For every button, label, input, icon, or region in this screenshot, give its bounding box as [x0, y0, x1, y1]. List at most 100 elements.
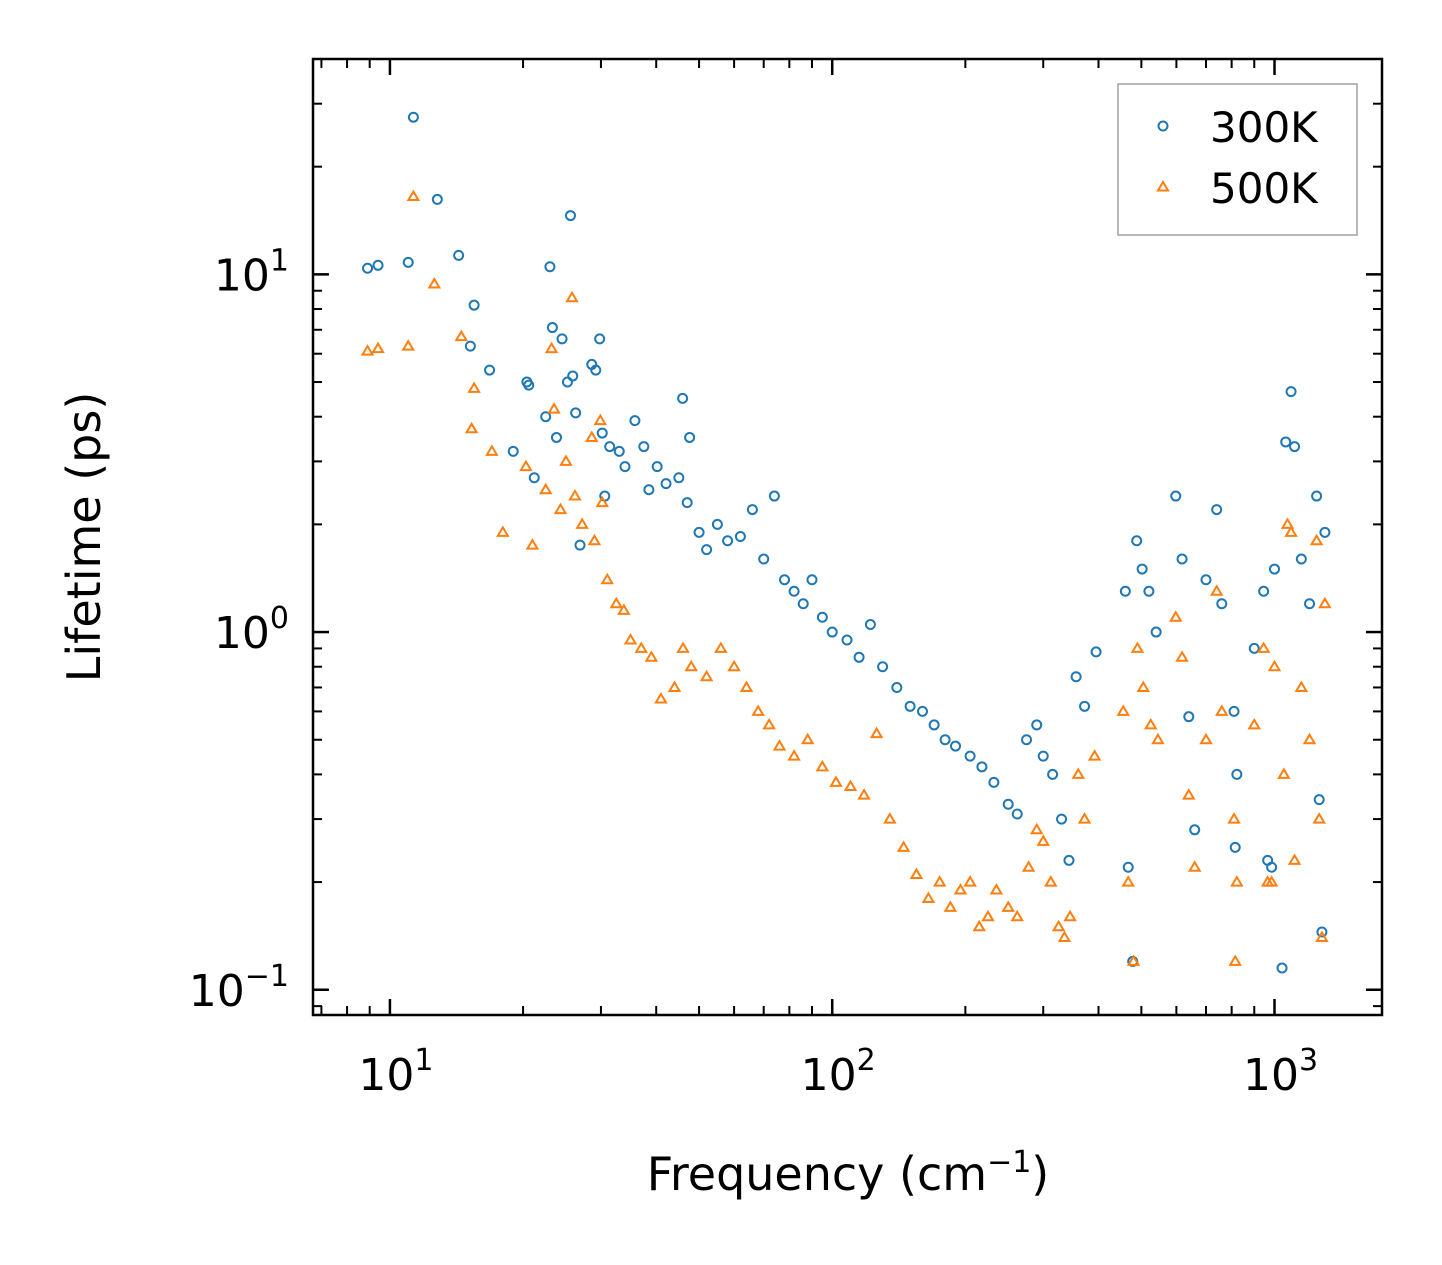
data-point-500k — [684, 659, 698, 672]
data-point-500k — [1247, 717, 1262, 730]
x-tick-label: 103 — [1243, 1043, 1318, 1101]
data-point-500k — [972, 919, 986, 932]
data-point-300k — [841, 634, 853, 646]
data-point-500k — [401, 339, 415, 351]
data-point-300k — [1063, 854, 1075, 866]
data-point-300k — [507, 445, 519, 457]
data-point-300k — [1295, 553, 1307, 565]
data-point-300k — [590, 364, 602, 376]
data-point-500k — [762, 717, 776, 730]
data-point-300k — [722, 535, 734, 547]
data-point-500k — [609, 596, 624, 609]
data-point-500k — [1036, 834, 1050, 846]
data-point-500k — [1029, 822, 1044, 835]
plot-frame — [311, 57, 1384, 1017]
data-point-500k — [1071, 767, 1086, 779]
data-point-300k — [768, 490, 780, 502]
data-point-500k — [1309, 533, 1324, 546]
data-point-300k — [594, 333, 606, 345]
data-point-500k — [371, 341, 385, 354]
data-point-300k — [544, 261, 556, 273]
data-point-500k — [829, 775, 843, 787]
data-point-500k — [1130, 641, 1145, 653]
data-point-500k — [963, 875, 977, 887]
data-point-500k — [1280, 517, 1295, 529]
data-point-500k — [1136, 680, 1151, 692]
data-point-500k — [1121, 875, 1135, 887]
data-point-500k — [800, 732, 815, 745]
data-point-300k — [1285, 386, 1297, 398]
data-point-300k — [1079, 700, 1091, 712]
legend-marker-500k — [1156, 180, 1170, 192]
data-point-300k — [1200, 574, 1212, 586]
data-point-500k — [953, 883, 968, 895]
data-point-300k — [1056, 813, 1068, 825]
data-point-300k — [431, 193, 443, 205]
data-point-500k — [593, 413, 608, 426]
data-point-300k — [1313, 794, 1325, 806]
data-point-500k — [989, 883, 1004, 895]
data-point-500k — [427, 276, 442, 289]
data-point-300k — [1258, 585, 1270, 597]
y-axis-label: Lifetime (ps) — [57, 392, 111, 683]
data-point-500k — [815, 759, 830, 772]
data-point-500k — [943, 900, 958, 912]
data-point-500k — [467, 381, 481, 393]
data-point-500k — [1182, 788, 1196, 800]
data-points — [360, 111, 1332, 974]
data-point-300k — [528, 472, 540, 484]
data-point-300k — [402, 256, 414, 268]
data-point-300k — [1248, 642, 1260, 654]
data-point-300k — [1276, 962, 1288, 974]
data-point-500k — [553, 502, 568, 515]
data-point-300k — [1189, 824, 1201, 836]
y-tick-label: 100 — [214, 601, 289, 659]
data-point-300k — [976, 761, 988, 773]
data-point-300k — [1319, 526, 1331, 538]
data-point-300k — [1037, 750, 1049, 762]
data-point-300k — [570, 407, 582, 419]
data-point-500k — [496, 525, 510, 537]
data-point-500k — [1302, 732, 1317, 745]
data-point-500k — [1051, 919, 1066, 932]
data-point-300k — [853, 651, 865, 663]
data-point-500k — [883, 812, 897, 824]
data-point-500k — [538, 482, 553, 495]
data-point-300k — [596, 427, 608, 439]
data-point-300k — [746, 504, 758, 516]
data-point-500k — [654, 692, 668, 704]
data-point-300k — [1047, 768, 1059, 780]
data-point-500k — [667, 680, 682, 692]
y-tick-label: 101 — [214, 243, 289, 301]
data-point-300k — [1280, 436, 1292, 448]
legend-label-300k: 300K — [1210, 103, 1319, 152]
data-point-500k — [772, 739, 787, 751]
data-point-300k — [816, 611, 828, 623]
data-point-500k — [1116, 704, 1130, 716]
data-point-300k — [1211, 504, 1223, 516]
data-point-300k — [660, 478, 672, 490]
data-point-300k — [567, 370, 579, 382]
x-tick-labels: 101 102 103 — [358, 1043, 1318, 1101]
data-point-300k — [1289, 441, 1301, 453]
data-point-300k — [904, 700, 916, 712]
data-point-500k — [1284, 525, 1298, 537]
data-point-500k — [623, 633, 638, 645]
data-point-300k — [806, 574, 818, 586]
data-point-300k — [484, 364, 496, 376]
y-tick-labels: 10−1 100 101 — [189, 243, 289, 1016]
data-point-300k — [1170, 490, 1182, 502]
x-axis-label-superscript: −1 — [987, 1145, 1031, 1180]
data-point-500k — [1209, 584, 1224, 596]
data-point-300k — [1143, 585, 1155, 597]
data-point-300k — [604, 441, 616, 453]
data-point-300k — [546, 322, 558, 334]
data-point-500k — [585, 430, 599, 442]
data-point-300k — [928, 719, 940, 731]
data-point-500k — [1001, 900, 1015, 912]
data-point-300k — [1002, 798, 1014, 810]
data-point-300k — [468, 299, 480, 311]
data-point-300k — [988, 776, 1000, 788]
data-point-300k — [550, 431, 562, 443]
data-point-500k — [547, 402, 561, 414]
